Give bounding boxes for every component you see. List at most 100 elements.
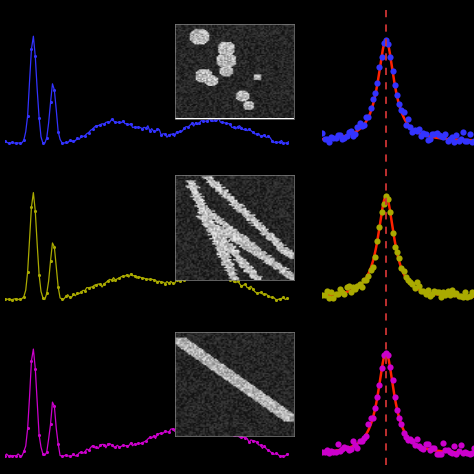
Point (424, 137, 432, 144)
Point (329, 448, 337, 456)
Point (448, 133, 456, 141)
Point (261, 131, 268, 139)
Point (354, 282, 361, 290)
Point (264, 132, 272, 140)
Point (196, 423, 203, 431)
Point (428, 290, 436, 298)
Point (142, 275, 150, 283)
Point (62, 139, 70, 146)
Point (215, 273, 222, 280)
Point (450, 442, 458, 449)
Point (219, 118, 226, 126)
Point (27, 203, 35, 210)
Point (437, 132, 445, 140)
Point (321, 291, 328, 299)
Point (378, 365, 385, 372)
Point (249, 285, 256, 293)
Point (365, 420, 372, 428)
Point (470, 445, 474, 452)
Point (230, 432, 237, 439)
Point (325, 294, 333, 301)
Point (407, 123, 414, 130)
Point (336, 447, 344, 455)
Point (437, 293, 445, 301)
Point (123, 120, 131, 128)
Point (336, 285, 344, 293)
Point (31, 365, 39, 372)
Point (358, 283, 365, 291)
Point (112, 276, 119, 284)
Point (104, 277, 111, 284)
Point (450, 290, 458, 298)
Point (257, 289, 264, 296)
Point (464, 293, 471, 301)
Point (1, 137, 9, 145)
Point (51, 86, 58, 94)
Point (77, 288, 85, 296)
Point (47, 99, 55, 106)
Point (39, 450, 47, 458)
Point (349, 283, 357, 291)
Point (444, 287, 451, 294)
Point (138, 125, 146, 132)
Point (123, 442, 131, 449)
Point (371, 89, 379, 97)
Point (321, 448, 328, 456)
Point (446, 448, 454, 456)
Point (336, 131, 344, 138)
Point (142, 437, 150, 445)
Point (1, 452, 9, 460)
Point (211, 269, 219, 277)
Point (389, 376, 396, 384)
Point (391, 393, 399, 401)
Point (356, 437, 364, 445)
Point (154, 430, 161, 438)
Point (96, 121, 104, 128)
Point (426, 292, 434, 300)
Point (455, 447, 463, 455)
Point (85, 284, 92, 292)
Point (127, 120, 135, 128)
Point (328, 447, 335, 455)
Point (1, 295, 9, 302)
Point (468, 138, 474, 146)
Point (261, 442, 268, 449)
Point (459, 293, 467, 301)
Point (437, 451, 445, 458)
Point (415, 443, 423, 450)
Point (268, 449, 276, 457)
Point (382, 192, 390, 200)
Point (411, 441, 419, 448)
Point (66, 452, 73, 460)
Point (192, 119, 200, 127)
Point (165, 428, 173, 436)
Point (16, 139, 24, 147)
Point (347, 445, 355, 453)
Point (184, 123, 192, 131)
Point (453, 450, 460, 458)
Point (387, 363, 394, 371)
Point (374, 393, 381, 401)
Point (424, 440, 432, 447)
Point (424, 287, 432, 294)
Point (116, 274, 123, 282)
Point (272, 296, 280, 303)
Point (283, 294, 291, 302)
Point (70, 137, 77, 145)
Point (268, 293, 276, 301)
Point (343, 132, 350, 140)
Point (203, 269, 211, 277)
Point (234, 431, 241, 439)
Point (219, 272, 226, 280)
Point (352, 441, 359, 449)
Point (196, 269, 203, 277)
Point (328, 134, 335, 141)
Point (104, 118, 111, 126)
Point (138, 274, 146, 282)
Point (157, 429, 165, 437)
Point (20, 447, 27, 455)
Point (176, 128, 184, 135)
Point (415, 283, 423, 290)
Point (369, 414, 377, 422)
Point (9, 452, 16, 460)
